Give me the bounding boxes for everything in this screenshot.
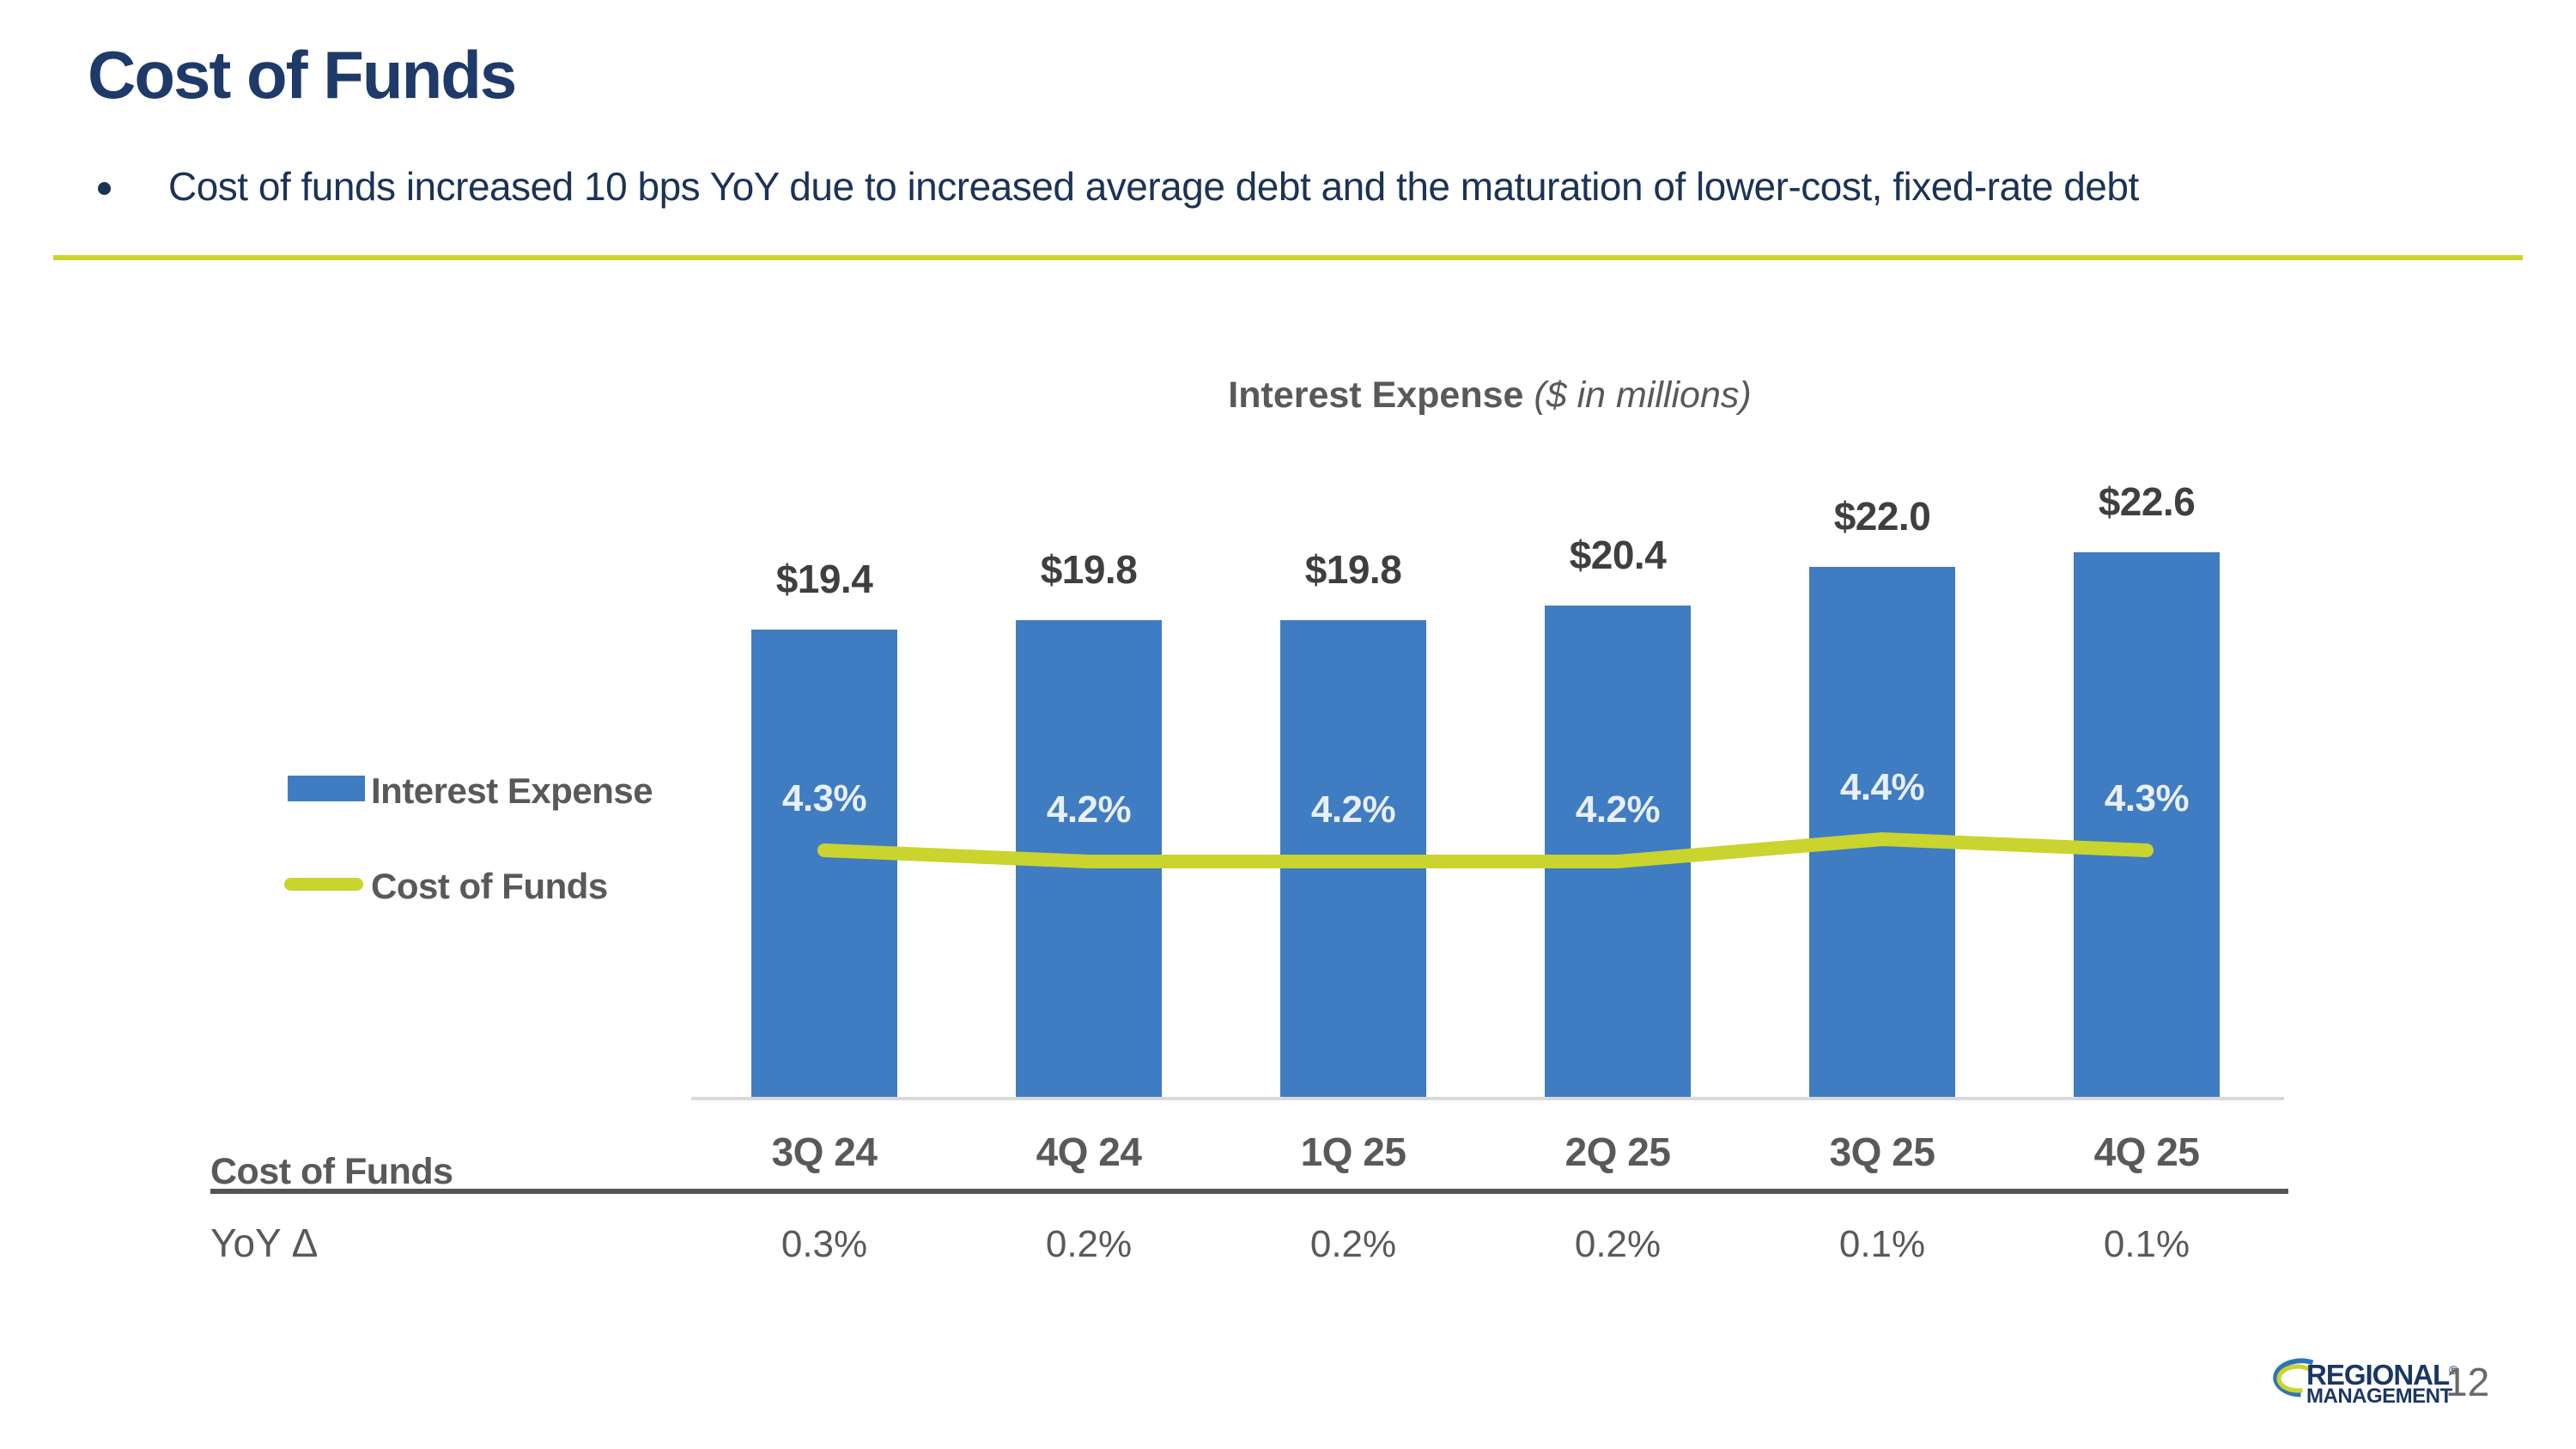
divider-line	[53, 255, 2523, 260]
yoy-value: 0.2%	[1309, 1223, 1397, 1265]
bar-value-label: $19.8	[1304, 547, 1402, 592]
bar-pct-label: 4.3%	[2104, 777, 2190, 819]
yoy-value: 0.3%	[781, 1223, 868, 1265]
chart-title-note: ($ in millions)	[1534, 374, 1752, 416]
bullet-item: Cost of funds increased 10 bps YoY due t…	[168, 164, 2139, 209]
legend-line-swatch	[284, 878, 363, 891]
chart-title: Interest Expense ($ in millions)	[691, 374, 2288, 417]
x-axis-label: 2Q 25	[1564, 1129, 1671, 1174]
bar-pct-label: 4.2%	[1310, 788, 1396, 831]
yoy-row-label: YoY Δ	[210, 1221, 319, 1265]
yoy-value: 0.1%	[1838, 1223, 1926, 1265]
cost-of-funds-line	[817, 832, 2154, 868]
x-axis-label: 3Q 24	[771, 1129, 878, 1174]
logo-text-regional: REGIONAL®	[2306, 1359, 2458, 1391]
chart-title-main: Interest Expense	[1228, 374, 1524, 416]
bar-pct-label: 4.3%	[781, 777, 867, 819]
page-title: Cost of Funds	[88, 37, 517, 113]
bar-value-label: $22.6	[2098, 479, 2196, 524]
bar-pct-label: 4.2%	[1575, 788, 1661, 831]
bar	[2074, 552, 2220, 1099]
bar-value-label: $22.0	[1833, 494, 1931, 539]
legend-label-cost-of-funds: Cost of Funds	[371, 866, 608, 906]
x-axis-label: 4Q 25	[2093, 1129, 2200, 1174]
bar-value-label: $19.4	[775, 557, 873, 601]
chart-baseline	[691, 1097, 2284, 1100]
table-header-label: Cost of Funds	[210, 1151, 453, 1192]
legend-bar-swatch	[288, 776, 365, 801]
legend-label-interest-expense: Interest Expense	[371, 770, 653, 811]
bullet-icon	[98, 182, 111, 195]
table-rule	[210, 1189, 2288, 1194]
yoy-value: 0.1%	[2103, 1223, 2190, 1265]
yoy-value: 0.2%	[1574, 1223, 1662, 1265]
bar-pct-label: 4.4%	[1839, 766, 1925, 808]
x-axis-label: 1Q 25	[1300, 1129, 1406, 1174]
bar-pct-label: 4.2%	[1046, 788, 1132, 831]
yoy-value: 0.2%	[1045, 1223, 1133, 1265]
registered-mark: ®	[2449, 1363, 2458, 1377]
bar-value-label: $19.8	[1040, 547, 1138, 592]
x-axis-label: 3Q 25	[1829, 1129, 1935, 1174]
x-axis-label: 4Q 24	[1036, 1129, 1142, 1174]
bar-value-label: $20.4	[1569, 533, 1667, 577]
page-number: 12	[2445, 1360, 2490, 1404]
bar	[751, 630, 897, 1099]
logo-text-management: MANAGEMENT	[2306, 1385, 2452, 1408]
logo-swoosh-icon	[2273, 1358, 2314, 1397]
